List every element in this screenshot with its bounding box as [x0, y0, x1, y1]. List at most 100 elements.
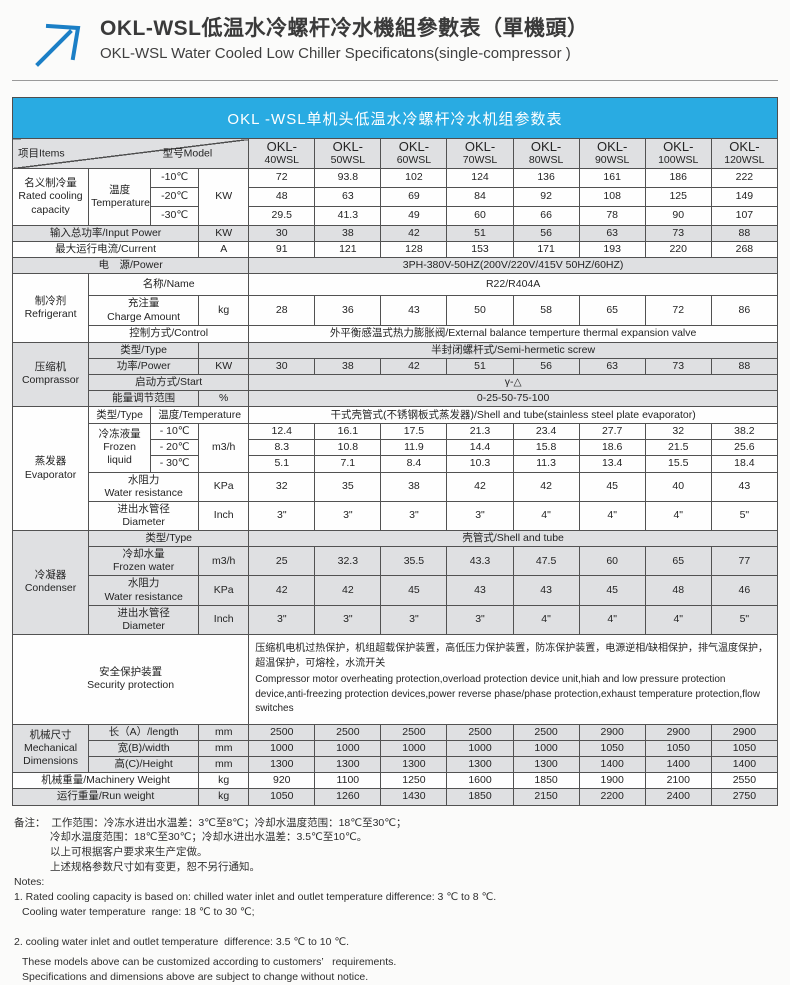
table-cell: 11.9: [380, 439, 448, 457]
table-cell: mm: [198, 723, 250, 742]
corner-items-model-cell: 项目Items 型号Model: [11, 138, 250, 169]
table-cell: 58: [512, 295, 580, 326]
table-cell: 40: [644, 471, 712, 502]
table-cell: m3/h: [198, 423, 250, 473]
table-cell: 90: [644, 206, 712, 226]
table-cell: 63: [578, 357, 646, 375]
table-cell: 外平衡感温式热力膨胀阀/External balance temperture …: [248, 324, 778, 343]
table-cell: 30: [248, 224, 316, 243]
table-cell: γ-△: [248, 373, 778, 392]
table-cell: 0-25-50-75-100: [248, 389, 778, 408]
table-cell: 1900: [578, 772, 646, 790]
model-number: 40WSL: [264, 154, 299, 167]
note-line: 以上可根据客户要求来生产定做。: [50, 846, 208, 859]
table-title-bar: OKL -WSL单机头低温水冷螺杆冷水机组参数表: [12, 97, 778, 139]
table-cell: 56: [512, 224, 580, 243]
table-cell: 42: [512, 471, 580, 502]
table-cell: 1400: [578, 756, 646, 774]
table-cell: 86: [710, 295, 779, 326]
page-title-en: OKL-WSL Water Cooled Low Chiller Specifi…: [100, 45, 571, 62]
table-cell: 4": [512, 500, 580, 532]
table-cell: 48: [644, 575, 712, 606]
table-cell: 36: [314, 295, 382, 326]
model-prefix: OKL-: [266, 139, 297, 155]
row-current: 最大运行电流/Current: [11, 241, 200, 259]
note-line: 1. Rated cooling capacity is based on: c…: [14, 891, 497, 904]
table-cell: 42: [446, 471, 514, 502]
table-cell: 42: [380, 357, 448, 375]
model-column-header: OKL- 90WSL: [578, 138, 646, 169]
model-number: 90WSL: [594, 154, 630, 167]
table-cell: 充注量 Charge Amount: [88, 295, 200, 326]
table-cell: -10℃: [150, 168, 200, 188]
table-cell: 1050: [710, 739, 779, 758]
table-cell: 温度 Temperature: [88, 168, 152, 226]
table-cell: 1000: [380, 739, 448, 758]
table-cell: 18.6: [578, 439, 646, 457]
table-cell: 8.4: [380, 455, 448, 473]
table-cell: 类型/Type: [88, 529, 250, 548]
table-cell: 长（A）/length: [88, 723, 200, 742]
note-line: 备注： 工作范围：冷冻水进出水温差：3℃至8℃；冷却水温度范围：18℃至30℃；: [14, 816, 407, 829]
notes-section: 备注： 工作范围：冷冻水进出水温差：3℃至8℃；冷却水温度范围：18℃至30℃；…: [14, 816, 778, 985]
note-line: These models above can be customized acc…: [22, 955, 397, 968]
table-cell: %: [198, 389, 250, 408]
table-cell: 73: [644, 224, 712, 243]
table-cell: 2900: [710, 723, 779, 742]
section-rated-cooling: 名义制冷量 Rated cooling capacity: [11, 168, 90, 226]
table-cell: 28: [248, 295, 316, 326]
table-cell: 类型/Type: [88, 341, 200, 359]
table-cell: 4": [644, 604, 712, 635]
table-cell: 1050: [248, 788, 316, 806]
table-cell: 4": [644, 500, 712, 532]
table-cell: 15.8: [512, 439, 580, 457]
table-cell: 43.3: [446, 546, 514, 577]
table-cell: 73: [644, 357, 712, 375]
table-cell: 13.4: [578, 455, 646, 473]
table-cell: 161: [578, 168, 646, 188]
section-dimensions: 机械尺寸 Mechanical Dimensions: [11, 723, 90, 774]
table-cell: 15.5: [644, 455, 712, 473]
section-condenser: 冷凝器 Condenser: [11, 530, 90, 635]
table-cell: 2550: [710, 772, 779, 790]
table-cell: 125: [644, 187, 712, 207]
table-cell: 49: [380, 206, 448, 226]
table-cell: 63: [578, 224, 646, 243]
table-cell: 72: [644, 295, 712, 326]
table-cell: kg: [198, 788, 250, 806]
table-cell: 193: [578, 241, 646, 259]
row-run-weight: 运行重量/Run weight: [11, 788, 200, 806]
section-refrigerant: 制冷剂 Refrigerant: [11, 273, 90, 343]
table-cell: 88: [710, 357, 779, 375]
corner-model-label: 型号Model: [162, 146, 213, 159]
table-cell: 45: [578, 471, 646, 502]
table-cell: 65: [644, 546, 712, 577]
table-cell: 41.3: [314, 206, 382, 226]
table-cell: 1050: [644, 739, 712, 758]
table-cell: 107: [710, 206, 779, 226]
table-cell: 35.5: [380, 546, 448, 577]
model-number: 70WSL: [462, 154, 498, 167]
page-title-zh: OKL-WSL低温水冷螺杆冷水機組參數表（單機頭）: [100, 17, 589, 40]
section-compressor: 压缩机 Comprassor: [11, 341, 90, 408]
model-column-header: OKL- 70WSL: [446, 138, 514, 169]
table-cell: 5.1: [248, 455, 316, 473]
table-cell: 1430: [380, 788, 448, 806]
table-cell: 65: [578, 295, 646, 326]
table-cell: 25.6: [710, 439, 779, 457]
table-cell: 高(C)/Height: [88, 756, 200, 774]
header-divider: [12, 80, 778, 81]
table-cell: 8.3: [248, 439, 316, 457]
table-cell: 水阻力 Water resistance: [88, 575, 200, 606]
table-cell: KW: [198, 168, 250, 226]
model-column-header: OKL- 120WSL: [710, 138, 779, 169]
table-cell: Inch: [198, 500, 250, 532]
table-cell: kg: [198, 295, 250, 326]
table-cell: 60: [446, 206, 514, 226]
model-prefix: OKL-: [729, 139, 760, 155]
table-cell: 3": [380, 500, 448, 532]
table-cell: 干式壳管式(不锈钢板式蒸发器)/Shell and tube(stainless…: [248, 406, 778, 425]
table-cell: 3": [248, 500, 316, 532]
model-prefix: OKL-: [332, 139, 364, 155]
arrow-logo-icon: [35, 23, 81, 67]
